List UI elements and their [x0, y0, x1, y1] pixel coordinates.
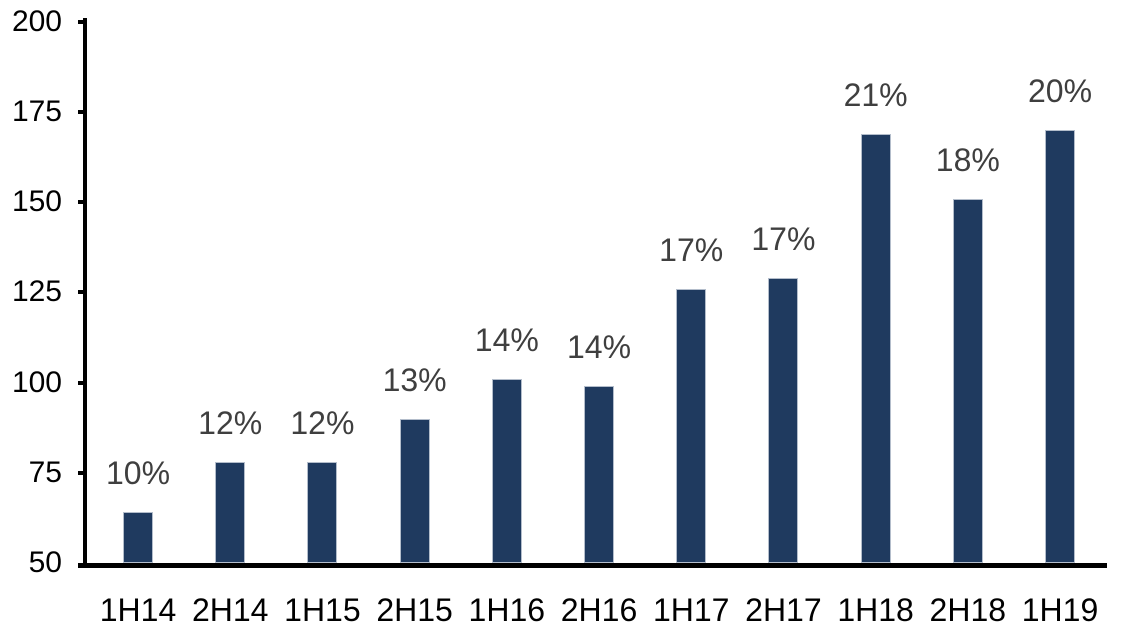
y-axis-tick-label: 75	[28, 455, 62, 489]
bar-2h16	[584, 386, 614, 563]
bar-data-label: 14%	[566, 329, 632, 366]
x-axis-tick-label: 1H14	[99, 592, 177, 628]
y-axis-tick-label: 150	[11, 185, 62, 219]
y-axis-tick-label: 100	[11, 365, 62, 399]
y-axis-tick	[78, 200, 87, 205]
x-axis-tick-label: 2H18	[929, 592, 1007, 628]
bar-2h14	[215, 461, 246, 563]
bar-1h17	[676, 288, 707, 563]
bar-1h19	[1045, 129, 1075, 563]
bar-data-label: 14%	[474, 321, 539, 358]
y-axis-tick	[78, 290, 87, 295]
y-axis-tick-label: 50	[28, 546, 62, 579]
bar-1h15	[307, 461, 338, 563]
bar-1h14	[123, 512, 153, 563]
x-axis-tick-label: 2H14	[191, 592, 269, 628]
bar-data-label: 13%	[382, 361, 447, 398]
x-axis-tick-label: 1H19	[1021, 592, 1099, 628]
x-axis-tick-label: 1H18	[837, 592, 914, 628]
x-axis-line	[78, 563, 1107, 568]
bar-data-label: 20%	[1027, 72, 1093, 109]
y-axis-tick	[78, 470, 87, 475]
bar-2h18	[952, 198, 983, 563]
bar-data-label: 10%	[105, 455, 171, 492]
x-axis-tick-label: 2H15	[376, 592, 453, 628]
bar-data-label: 17%	[751, 220, 816, 257]
y-axis-tick	[78, 109, 87, 114]
x-axis-tick-label: 1H17	[652, 592, 730, 628]
y-axis-tick-label: 125	[11, 275, 62, 309]
bar-data-label: 17%	[659, 231, 724, 268]
x-axis-tick-label: 1H15	[284, 592, 361, 628]
bar-data-label: 12%	[290, 404, 355, 441]
bar-1h16	[491, 378, 522, 563]
y-axis-tick-label: 175	[11, 94, 62, 128]
y-axis-tick	[78, 380, 87, 385]
bar-data-label: 21%	[843, 76, 908, 113]
bar-data-label: 12%	[198, 404, 263, 441]
bar-2h15	[399, 418, 430, 563]
y-axis-tick	[78, 19, 87, 24]
x-axis-tick-label: 2H17	[745, 592, 822, 628]
x-axis-tick-label: 2H16	[560, 592, 638, 628]
x-axis-tick-label: 1H16	[468, 592, 546, 628]
bar-2h17	[768, 277, 799, 563]
y-axis-tick-label: 200	[11, 4, 62, 38]
bar-data-label: 18%	[935, 141, 1000, 178]
bar-1h18	[860, 133, 891, 563]
